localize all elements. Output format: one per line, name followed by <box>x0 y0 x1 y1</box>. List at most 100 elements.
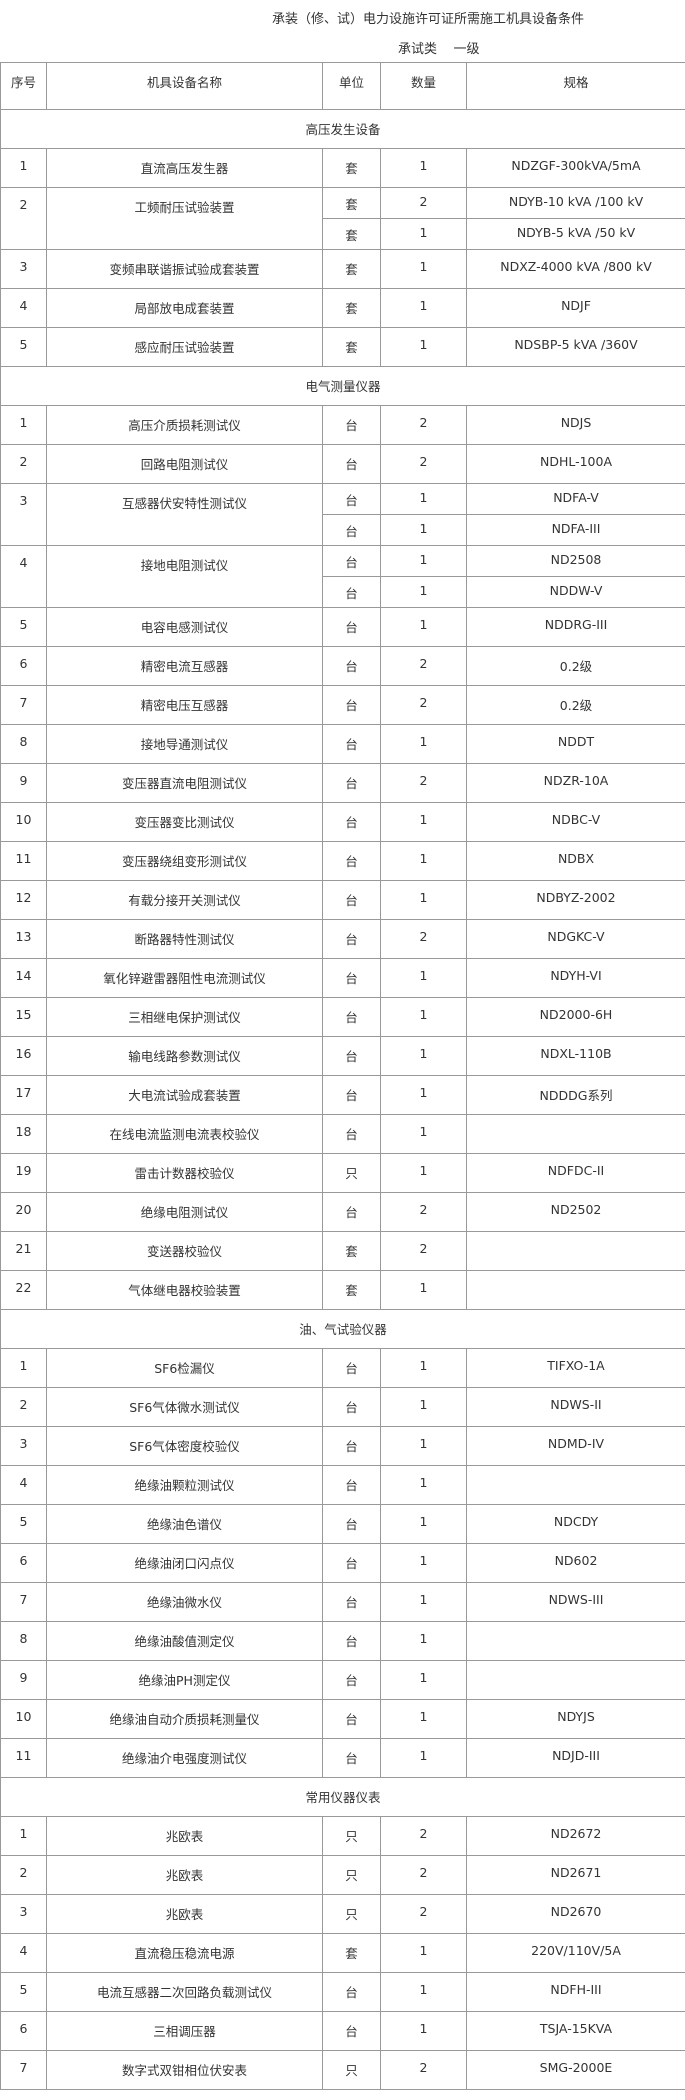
item-name: 精密电流互感器 <box>46 646 323 686</box>
table-row: 18 在线电流监测电流表校验仪台 1 <box>0 1114 685 1154</box>
item-unit: 台 <box>322 514 381 546</box>
item-quantity: 1 <box>380 1699 467 1739</box>
item-quantity: 1 <box>380 249 467 289</box>
item-number: 22 <box>0 1270 47 1310</box>
item-spec: NDJD-III <box>466 1738 685 1778</box>
item-name: 高压介质损耗测试仪 <box>46 405 323 445</box>
item-unit: 台 <box>322 724 381 764</box>
item-unit: 台 <box>322 1426 381 1466</box>
item-spec: NDDRG-III <box>466 607 685 647</box>
item-name: 氧化锌避雷器阻性电流测试仪 <box>46 958 323 998</box>
item-quantity: 1 <box>380 218 467 250</box>
item-quantity: 2 <box>380 685 467 725</box>
table-row: 11 绝缘油介电强度测试仪台 1 NDJD-III <box>0 1738 685 1778</box>
item-quantity: 1 <box>380 997 467 1037</box>
item-spec <box>466 1231 685 1271</box>
section-title: 高压发生设备 <box>0 109 685 149</box>
table-row: 4 直流稳压稳流电源套 1 220V/110V/5A <box>0 1933 685 1973</box>
item-quantity: 1 <box>380 880 467 920</box>
table-row: 4 局部放电成套装置套 1 NDJF <box>0 288 685 328</box>
section-title: 电气测量仪器 <box>0 366 685 406</box>
item-name: 变频串联谐振试验成套装置 <box>46 249 323 289</box>
item-unit: 台 <box>322 1504 381 1544</box>
item-number: 10 <box>0 802 47 842</box>
item-unit: 台 <box>322 2011 381 2051</box>
item-unit: 套 <box>322 218 381 250</box>
table-row: 10 变压器变比测试仪台 1 NDBC-V <box>0 802 685 842</box>
item-spec: TSJA-15KVA <box>466 2011 685 2051</box>
item-quantity: 1 <box>380 1543 467 1583</box>
item-name: 精密电压互感器 <box>46 685 323 725</box>
item-unit: 套 <box>322 327 381 367</box>
item-quantity: 1 <box>380 1504 467 1544</box>
item-name: 绝缘油色谱仪 <box>46 1504 323 1544</box>
equipment-table: 序号 机具设备名称 单位 数量 规格 高压发生设备 1 直流高压发生器套 1 NDZGF… <box>0 62 685 2090</box>
item-number: 3 <box>0 483 47 546</box>
item-unit: 套 <box>322 187 381 219</box>
item-unit: 台 <box>322 1465 381 1505</box>
item-name: 工频耐压试验装置 <box>46 187 323 250</box>
item-number: 1 <box>0 148 47 188</box>
table-row: 3 变频串联谐振试验成套装置套 1 NDXZ-4000 kVA /800 kV <box>0 249 685 289</box>
item-name: 三相调压器 <box>46 2011 323 2051</box>
item-quantity: 1 <box>380 576 467 608</box>
item-spec <box>466 1465 685 1505</box>
item-spec: SMG-2000E <box>466 2050 685 2090</box>
item-spec: NDFH-III <box>466 1972 685 2012</box>
item-number: 20 <box>0 1192 47 1232</box>
item-unit: 台 <box>322 1192 381 1232</box>
table-row: 7 绝缘油微水仪台 1 NDWS-III <box>0 1582 685 1622</box>
item-name: 气体继电器校验装置 <box>46 1270 323 1310</box>
item-quantity: 1 <box>380 288 467 328</box>
item-name: 输电线路参数测试仪 <box>46 1036 323 1076</box>
item-unit: 台 <box>322 802 381 842</box>
item-name: 变压器绕组变形测试仪 <box>46 841 323 881</box>
table-row: 22 气体继电器校验装置套 1 <box>0 1270 685 1310</box>
item-spec: 220V/110V/5A <box>466 1933 685 1973</box>
item-name: 兆欧表 <box>46 1855 323 1895</box>
item-spec: NDWS-III <box>466 1582 685 1622</box>
item-number: 2 <box>0 1387 47 1427</box>
table-row: 15 三相继电保护测试仪台 1 ND2000-6H <box>0 997 685 1037</box>
item-quantity: 2 <box>380 2050 467 2090</box>
item-unit: 台 <box>322 1036 381 1076</box>
item-quantity: 2 <box>380 763 467 803</box>
item-quantity: 1 <box>380 607 467 647</box>
table-row: 10 绝缘油自动介质损耗测量仪台 1 NDYJS <box>0 1699 685 1739</box>
item-unit: 台 <box>322 1387 381 1427</box>
item-quantity: 1 <box>380 1036 467 1076</box>
item-number: 4 <box>0 1933 47 1973</box>
item-quantity: 2 <box>380 1855 467 1895</box>
item-unit: 台 <box>322 880 381 920</box>
table-row: 2 回路电阻测试仪台 2 NDHL-100A <box>0 444 685 484</box>
item-number: 6 <box>0 2011 47 2051</box>
item-name: 互感器伏安特性测试仪 <box>46 483 323 546</box>
column-header-spec: 规格 <box>466 62 685 110</box>
item-number: 1 <box>0 405 47 445</box>
item-quantity: 1 <box>380 327 467 367</box>
item-spec <box>466 1621 685 1661</box>
table-row: 4 绝缘油颗粒测试仪台 1 <box>0 1465 685 1505</box>
item-number: 3 <box>0 1426 47 1466</box>
item-name: 数字式双钳相位伏安表 <box>46 2050 323 2090</box>
item-spec: NDYJS <box>466 1699 685 1739</box>
item-unit: 只 <box>322 1816 381 1856</box>
item-spec: NDGKC-V <box>466 919 685 959</box>
table-row: 2 工频耐压试验装置套 2 NDYB-10 kVA /100 kV <box>0 187 685 250</box>
item-unit: 台 <box>322 444 381 484</box>
item-spec: NDHL-100A <box>466 444 685 484</box>
table-row: 8 绝缘油酸值测定仪台 1 <box>0 1621 685 1661</box>
item-spec: 0.2级 <box>466 685 685 725</box>
item-number: 7 <box>0 685 47 725</box>
table-row: 7 数字式双钳相位伏安表只 2 SMG-2000E <box>0 2050 685 2090</box>
item-unit: 套 <box>322 148 381 188</box>
item-number: 6 <box>0 1543 47 1583</box>
item-spec: NDDT <box>466 724 685 764</box>
item-quantity: 2 <box>380 1894 467 1934</box>
item-quantity: 1 <box>380 483 467 515</box>
item-spec <box>466 1114 685 1154</box>
item-quantity: 1 <box>380 545 467 577</box>
item-unit: 台 <box>322 841 381 881</box>
item-number: 14 <box>0 958 47 998</box>
item-number: 1 <box>0 1348 47 1388</box>
